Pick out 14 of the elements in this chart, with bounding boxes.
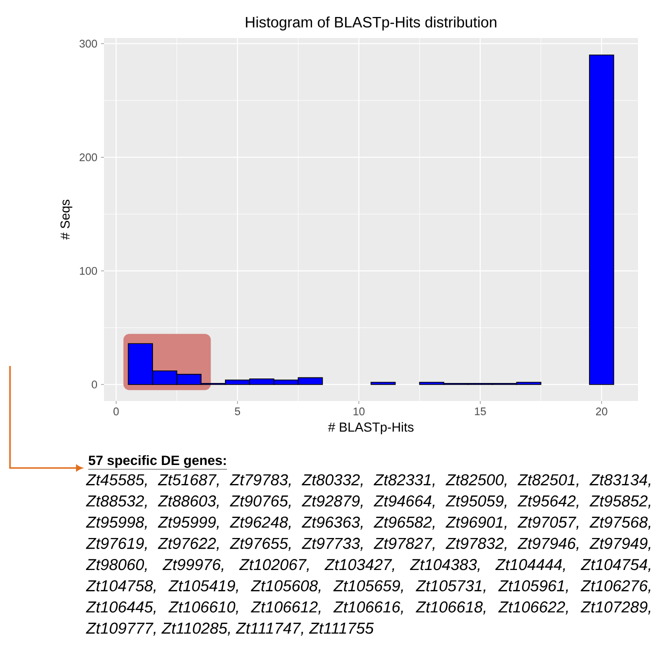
- y-tick-label: 200: [80, 153, 98, 162]
- x-axis-title: # BLASTp-Hits: [328, 422, 414, 434]
- x-tick-label: 20: [596, 408, 608, 416]
- y-tick-label: 300: [80, 40, 98, 48]
- x-tick-label: 10: [354, 408, 365, 416]
- y-tick-label: 100: [80, 267, 98, 275]
- text: 57 specific DE genes:: [88, 455, 226, 468]
- chart-title: Histogram of BLASTp-Hits distribution: [246, 16, 496, 30]
- x-tick-label: 5: [234, 408, 240, 416]
- x-tick-label: 15: [474, 408, 486, 416]
- text: Zt45585, Zt51687, Zt79783, Zt80332, Zt82331, Zt82500, Zt82501, Zt83134, Zt88532, Zt88603, Zt90765, Zt92879, Zt94664, Zt95059, Zt95642, Zt95852, Zt95998, Zt95999, Zt96248, Zt96363, Zt96582, Zt96901, Zt97057, Zt97568, Zt97619, Zt97622, Zt97655, Zt97733, Zt97827, Zt97832, Zt97946, Zt97949, Zt98060, Zt99976, Zt102067, Zt103427, Zt104383, Zt104444, Zt104754, Zt104758, Zt105419, Zt105608, Zt105659, Zt105731, Zt105961, Zt106276, Zt106445, Zt106610, Zt106612, Zt106616, Zt106618, Zt106622, Zt107289, Zt109777, Zt110285, Zt111747, Zt111755: [86, 474, 650, 636]
- y-axis-title: # Seqs: [60, 200, 72, 240]
- y-tick-label: 0: [92, 380, 98, 388]
- x-tick-label: 0: [114, 408, 119, 416]
